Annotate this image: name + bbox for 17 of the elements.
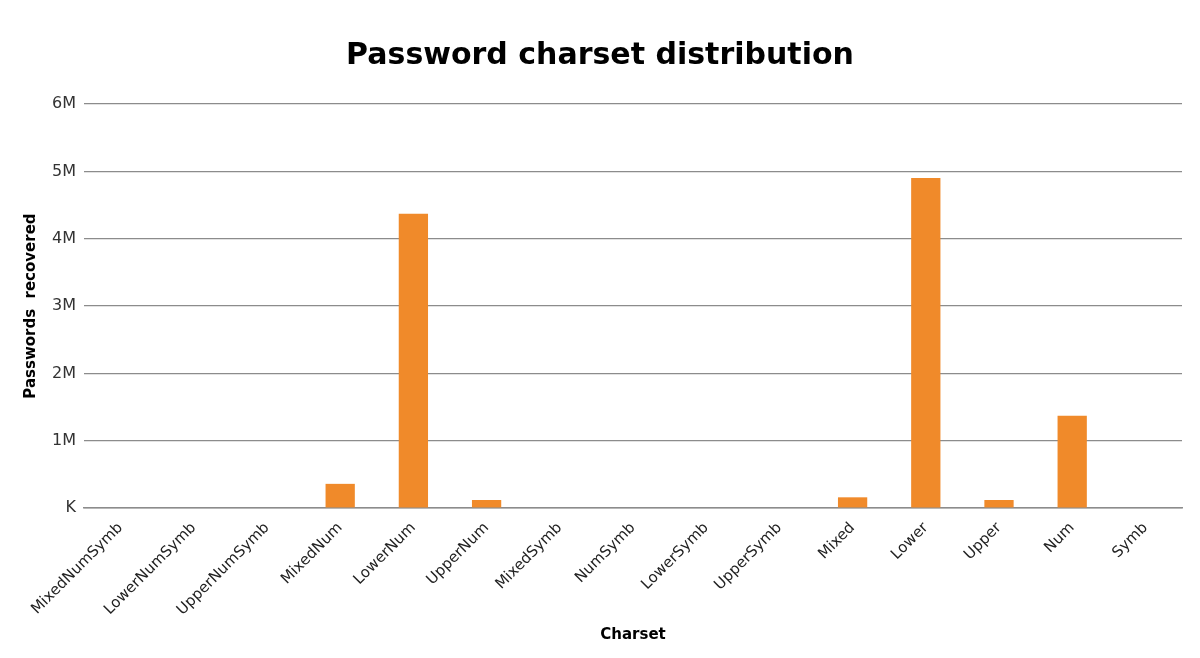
y-tick-label: 4M [52,227,76,247]
chart-title: Password charset distribution [346,35,854,71]
y-tick-label: 3M [52,295,76,315]
y-axis-title: Passwords recovered [20,213,39,399]
y-tick-label: 6M [52,93,76,113]
bar [1057,415,1087,508]
bar [984,500,1014,508]
y-tick-label: 5M [52,160,76,180]
bar [471,500,502,508]
bar [398,213,429,508]
bar [325,483,355,508]
bar [837,497,868,508]
bar [911,178,941,508]
y-tick-label: 2M [52,362,76,382]
y-tick-label: 1M [52,429,76,449]
y-tick-label: K [65,497,77,517]
x-axis-title: Charset [600,624,666,643]
